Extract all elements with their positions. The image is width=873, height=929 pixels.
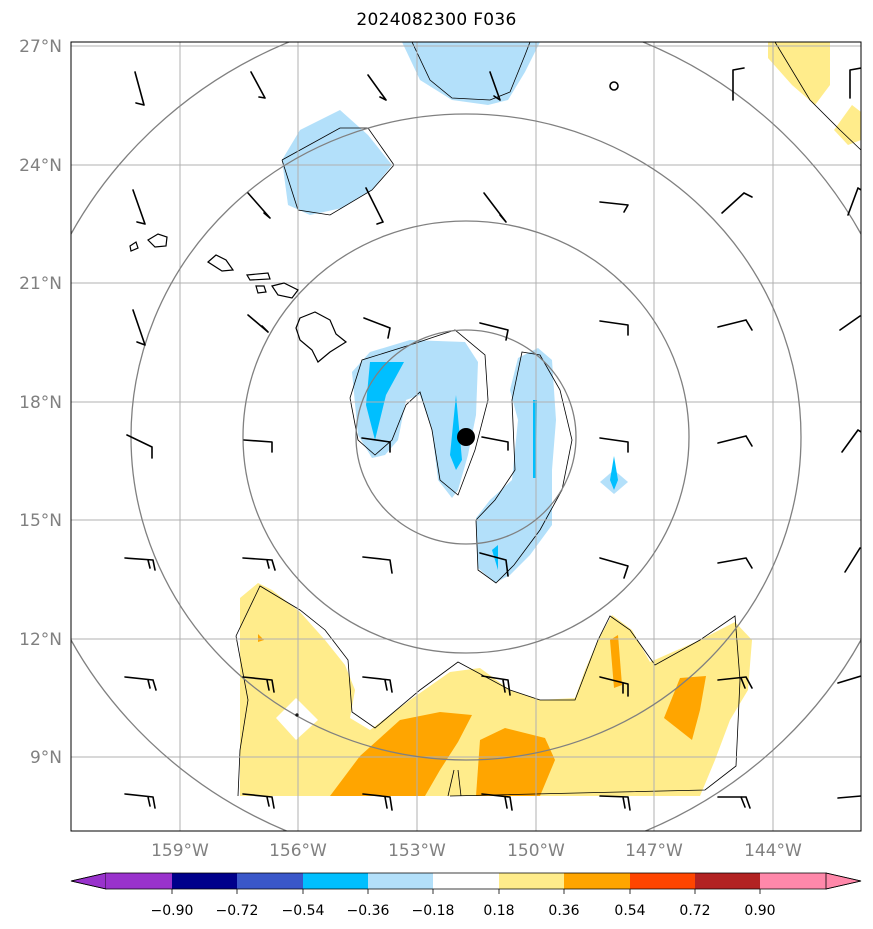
colorbar-segment — [433, 873, 499, 889]
lat-label: 9°N — [30, 748, 62, 768]
lat-label: 15°N — [19, 511, 62, 531]
colorbar-min-extend — [70, 872, 107, 890]
colorbar-segment — [368, 873, 433, 889]
colorbar-tick-label: −0.72 — [216, 903, 259, 919]
lat-label: 21°N — [19, 274, 62, 294]
lat-label: 18°N — [19, 393, 62, 413]
lon-label: 159°W — [151, 841, 209, 861]
colorbar-segment — [106, 873, 172, 889]
lat-label: 12°N — [19, 630, 62, 650]
lon-label: 150°W — [507, 841, 565, 861]
colorbar-segment — [695, 873, 760, 889]
plot-title: 2024082300 F036 — [356, 10, 517, 30]
colorbar-segment — [237, 873, 303, 889]
lat-label: 24°N — [19, 156, 62, 176]
wind-barbs — [124, 67, 861, 811]
colorbar-tick-label: 0.54 — [614, 903, 645, 919]
positive-anomaly-fill — [240, 42, 861, 796]
lon-label: 147°W — [625, 841, 683, 861]
lat-label: 27°N — [19, 37, 62, 57]
colorbar-segment — [499, 873, 564, 889]
colorbar-tick-label: −0.36 — [347, 903, 390, 919]
colorbar-segment — [564, 873, 630, 889]
storm-center-marker — [457, 428, 475, 446]
colorbar: −0.90 −0.72 −0.54 −0.36 −0.18 0.18 0.36 … — [70, 872, 862, 919]
lon-label: 153°W — [388, 841, 446, 861]
anomaly-contour-lines — [235, 42, 861, 797]
hawaii-coastline — [129, 233, 348, 717]
colorbar-tick-label: −0.18 — [412, 903, 455, 919]
colorbar-tick-label: 0.18 — [483, 903, 514, 919]
lon-label: 156°W — [269, 841, 327, 861]
colorbar-tick-label: −0.54 — [282, 903, 325, 919]
longitude-labels: 159°W 156°W 153°W 150°W 147°W 144°W — [151, 841, 802, 861]
latitude-labels: 27°N 24°N 21°N 18°N 15°N 12°N 9°N — [19, 37, 62, 768]
colorbar-segment — [303, 873, 368, 889]
colorbar-segment — [172, 873, 237, 889]
colorbar-tick-label: 0.90 — [744, 903, 775, 919]
graticule — [71, 42, 861, 831]
colorbar-segment — [630, 873, 695, 889]
colorbar-tick-label: 0.72 — [679, 903, 710, 919]
colorbar-tick-label: −0.90 — [151, 903, 194, 919]
map-frame — [70, 41, 862, 832]
colorbar-segment — [760, 873, 826, 889]
colorbar-max-extend — [825, 872, 862, 890]
calm-wind-marker — [609, 81, 619, 91]
colorbar-tick-label: 0.36 — [548, 903, 579, 919]
lon-label: 144°W — [744, 841, 802, 861]
